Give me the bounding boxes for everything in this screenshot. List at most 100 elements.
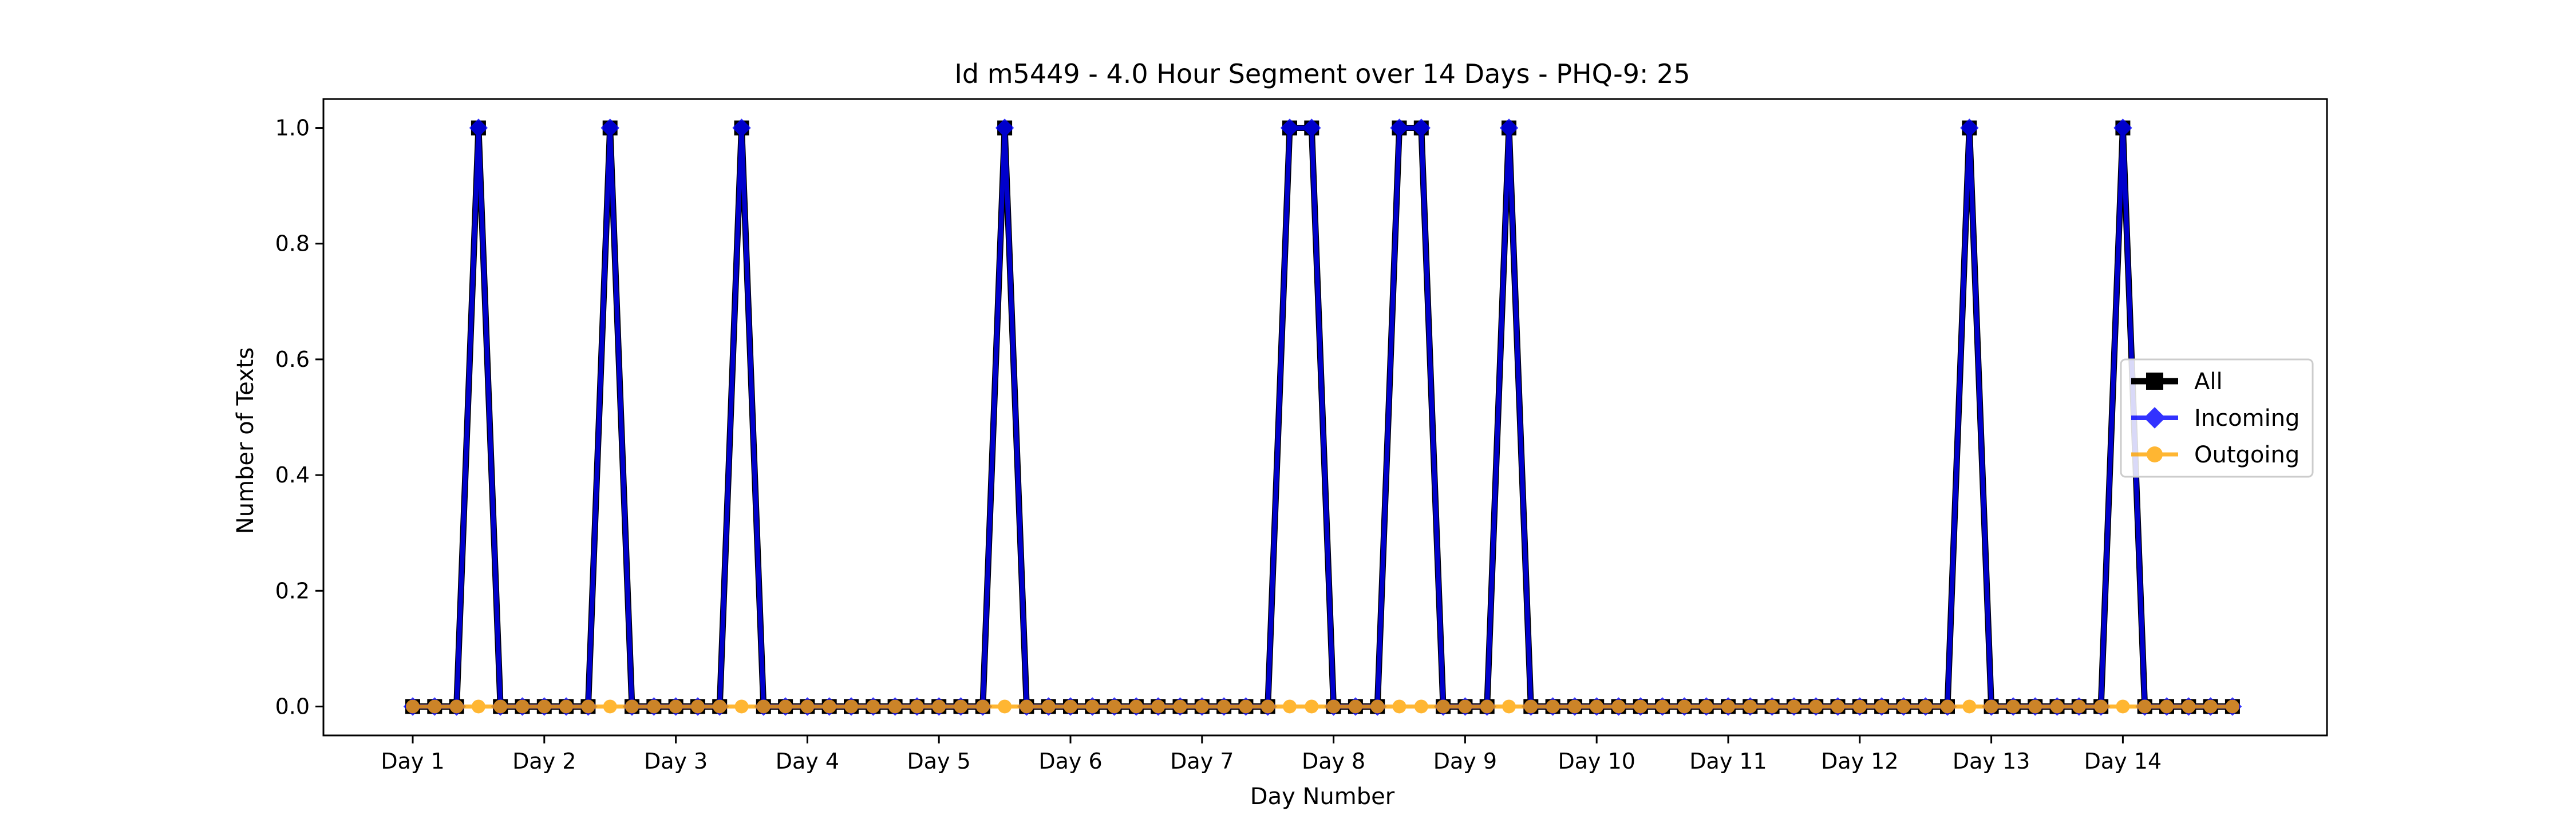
data-point xyxy=(1787,699,1801,714)
data-point xyxy=(932,699,946,714)
y-tick-label: 1.0 xyxy=(275,116,310,141)
x-axis-label: Day Number xyxy=(1250,784,1395,810)
data-point xyxy=(779,699,793,714)
data-point xyxy=(1412,118,1431,137)
data-point xyxy=(995,118,1014,137)
legend-label: Outgoing xyxy=(2194,442,2300,468)
data-point xyxy=(1390,118,1409,137)
data-point xyxy=(537,699,551,714)
x-tick-label: Day 5 xyxy=(907,749,971,774)
data-point xyxy=(1480,699,1494,714)
data-point xyxy=(690,699,705,714)
data-point xyxy=(1590,699,1604,714)
data-point xyxy=(2160,699,2174,714)
legend-label: Incoming xyxy=(2194,405,2300,432)
data-point xyxy=(2072,699,2086,714)
data-point xyxy=(1499,118,1519,137)
data-point xyxy=(1765,699,1779,714)
data-point xyxy=(1348,699,1362,714)
data-point xyxy=(647,699,661,714)
x-tick-label: Day 12 xyxy=(1821,749,1898,774)
data-point xyxy=(581,699,595,714)
data-point xyxy=(1195,699,1209,714)
data-point xyxy=(1326,699,1341,714)
data-point xyxy=(1064,699,1077,714)
data-point xyxy=(800,699,815,714)
data-point xyxy=(888,699,902,714)
data-point xyxy=(1897,699,1911,714)
data-point xyxy=(469,118,488,137)
x-tick-label: Day 13 xyxy=(1953,749,2030,774)
data-point xyxy=(1217,699,1231,714)
data-point xyxy=(449,699,464,714)
data-point xyxy=(975,699,990,714)
data-point xyxy=(603,699,617,714)
data-point xyxy=(1502,699,1516,714)
data-point xyxy=(2006,699,2020,714)
y-tick-label: 0.8 xyxy=(275,231,310,256)
data-point xyxy=(1611,699,1626,714)
x-axis-ticks: Day 1 Day 2 Day 3 Day 4 Day 5 Day 6 Day 7 Day 8… xyxy=(381,735,2162,774)
data-point xyxy=(428,699,442,714)
data-point xyxy=(866,699,880,714)
legend-item xyxy=(2131,373,2178,390)
legend-swatch-marker xyxy=(2147,446,2163,462)
data-point xyxy=(2113,118,2132,137)
data-point xyxy=(1677,699,1692,714)
data-point xyxy=(1283,699,1297,714)
x-tick-label: Day 14 xyxy=(2084,749,2162,774)
data-point xyxy=(1918,699,1933,714)
data-point xyxy=(471,699,485,714)
data-point xyxy=(1239,699,1253,714)
data-point xyxy=(1567,699,1582,714)
data-point xyxy=(1524,699,1538,714)
data-point xyxy=(1941,699,1954,714)
data-point xyxy=(1020,699,1034,714)
data-point xyxy=(1721,699,1735,714)
data-point xyxy=(1261,699,1275,714)
data-point xyxy=(2050,699,2064,714)
data-point xyxy=(844,699,858,714)
data-point xyxy=(1852,699,1867,714)
data-point xyxy=(822,699,836,714)
data-point xyxy=(2116,699,2130,714)
data-point xyxy=(1173,699,1187,714)
chart-title: Id m5449 - 4.0 Hour Segment over 14 Days… xyxy=(954,58,1690,89)
legend-label: All xyxy=(2194,369,2223,395)
x-tick-label: Day 8 xyxy=(1302,749,1365,774)
data-point xyxy=(910,699,924,714)
plot-area-border xyxy=(322,98,2328,737)
data-point xyxy=(1962,699,1977,714)
data-point xyxy=(2203,699,2218,714)
data-point xyxy=(2225,699,2239,714)
legend-box xyxy=(2120,358,2314,478)
data-point xyxy=(1129,699,1143,714)
plot-frame xyxy=(322,98,2328,737)
data-point xyxy=(1656,699,1670,714)
legend: All Incoming Outgoing xyxy=(2120,358,2314,478)
data-point xyxy=(1414,699,1428,714)
data-point xyxy=(1041,699,1056,714)
legend-swatch-marker xyxy=(2144,407,2166,429)
y-tick-label: 0.4 xyxy=(275,462,310,488)
data-point xyxy=(559,699,574,714)
data-point xyxy=(1085,699,1100,714)
x-tick-label: Day 11 xyxy=(1689,749,1767,774)
x-tick-label: Day 7 xyxy=(1170,749,1234,774)
x-tick-label: Day 3 xyxy=(644,749,708,774)
data-point xyxy=(1392,699,1406,714)
x-tick-label: Day 4 xyxy=(776,749,839,774)
data-point xyxy=(493,699,508,714)
y-axis-label: Number of Texts xyxy=(232,347,259,534)
data-point xyxy=(1984,699,1998,714)
data-point xyxy=(1960,118,1979,137)
data-point xyxy=(515,699,530,714)
data-point xyxy=(669,699,683,714)
data-point xyxy=(1436,699,1451,714)
data-point xyxy=(1458,699,1472,714)
x-tick-label: Day 9 xyxy=(1433,749,1497,774)
x-tick-label: Day 10 xyxy=(1558,749,1635,774)
data-point xyxy=(2094,699,2108,714)
data-point xyxy=(1699,699,1713,714)
data-point xyxy=(1305,699,1319,714)
